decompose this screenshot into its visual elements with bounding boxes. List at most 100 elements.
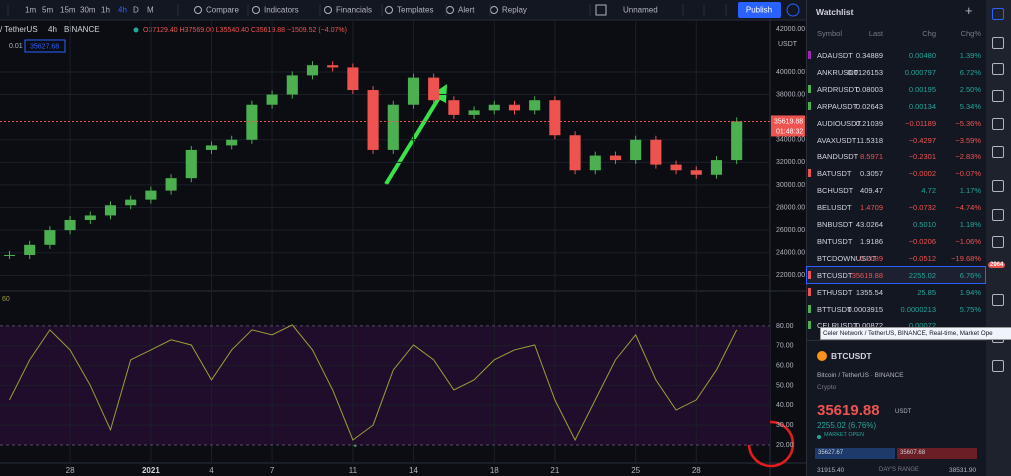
play-icon[interactable]: [786, 3, 800, 17]
column-header: Chg%: [960, 29, 981, 38]
layout-name[interactable]: Unnamed: [623, 6, 658, 15]
toolbar-button[interactable]: Indicators: [264, 6, 299, 15]
cell: BANDUSDT: [817, 152, 859, 162]
toolbar-button[interactable]: Replay: [502, 6, 527, 15]
cell: −1.06%: [955, 236, 981, 246]
cell: BNTUSDT: [817, 236, 853, 246]
cell: −0.0002: [908, 169, 936, 179]
candle: [508, 104, 521, 111]
candle: [630, 139, 642, 161]
toolbar-button[interactable]: Alert: [458, 6, 475, 15]
cell: ARDRUSDT: [817, 84, 859, 94]
y-tick-label: 80.00: [776, 323, 794, 330]
cell: 5.75%: [959, 304, 981, 314]
candle: [428, 77, 440, 101]
cell: BATUSDT: [817, 169, 852, 179]
sidebar-icon[interactable]: [992, 236, 1004, 248]
x-tick-label: 2021: [142, 466, 160, 475]
interval-button[interactable]: 5m: [42, 6, 53, 15]
button-icon: [194, 6, 202, 14]
toolbar-button[interactable]: Templates: [397, 6, 433, 15]
y-tick-label: 24000.00: [776, 250, 805, 257]
y-tick-label: 30000.00: [776, 182, 805, 189]
countdown: 01:48:32: [776, 128, 803, 135]
cell: 2.50%: [959, 84, 981, 94]
status-dot: [133, 27, 139, 33]
detail-change: 2255.02 (6.76%): [817, 421, 877, 430]
cell: BNBUSDT: [817, 220, 853, 229]
interval-button[interactable]: 4h: [118, 6, 127, 15]
bid-box: 35627.67: [815, 448, 895, 459]
row-flag: [808, 304, 811, 313]
cell: 0.00872: [855, 321, 883, 331]
cell: −0.4297: [908, 135, 936, 145]
cell: 0.000797: [904, 67, 936, 77]
watchlist: Watchlist + Symbol Last Chg Chg% ADAUSDT 0.3488…: [806, 0, 986, 476]
last-price-tag: [771, 115, 805, 137]
candle: [609, 155, 622, 161]
button-icon: [324, 6, 332, 14]
interval-button[interactable]: 1m: [25, 6, 36, 15]
cell: 0.5010: [913, 220, 936, 229]
cell: 0.00134: [908, 101, 936, 111]
x-tick-label: 18: [490, 466, 499, 475]
interval-button[interactable]: 15m: [60, 6, 76, 15]
sidebar-icon[interactable]: [992, 37, 1004, 49]
x-tick-label: 21: [550, 466, 559, 475]
cell: 1.39%: [959, 51, 981, 60]
candle: [327, 65, 339, 68]
column-header: Chg: [922, 29, 936, 38]
y-tick-label: 22000.00: [776, 272, 805, 279]
row-flag: [808, 169, 811, 178]
cell: 6.76%: [959, 270, 981, 280]
cell: −19.68%: [951, 253, 981, 263]
cell: 0.34889: [855, 51, 883, 60]
watchlist-title: Watchlist: [816, 7, 854, 17]
right-sidebar: 2964: [986, 0, 1011, 476]
cell: 11.5318: [856, 135, 883, 145]
sidebar-icon[interactable]: [992, 90, 1004, 102]
cell: 2255.02: [908, 270, 936, 280]
interval-button[interactable]: M: [147, 6, 154, 15]
interval-button[interactable]: D: [133, 6, 139, 15]
toolbar-button[interactable]: Compare: [206, 6, 239, 15]
toolbar-button[interactable]: Financials: [336, 6, 372, 15]
interval-button[interactable]: 1h: [101, 6, 110, 15]
sidebar-icon[interactable]: [992, 209, 1004, 221]
row-flag: [808, 321, 811, 330]
sidebar-icon[interactable]: [992, 360, 1004, 372]
candle: [670, 164, 682, 171]
sidebar-icon[interactable]: [992, 294, 1004, 306]
sidebar-icon[interactable]: [992, 118, 1004, 130]
price-input[interactable]: 35627.68: [30, 43, 59, 50]
y-tick-label: 60.00: [776, 362, 794, 369]
publish-button[interactable]: [738, 2, 781, 18]
sidebar-icon[interactable]: [992, 146, 1004, 158]
button-icon: [385, 6, 393, 14]
x-tick-label: 28: [692, 466, 701, 475]
cell: 25.85: [917, 287, 936, 297]
cell: ADAUSDT: [817, 51, 853, 60]
cell: 0.21039: [855, 118, 883, 128]
sidebar-icon[interactable]: [992, 8, 1004, 20]
sidebar-icon[interactable]: [992, 63, 1004, 75]
chart: Publish / TetherUS 4h BINANCE O37129.40 …: [0, 0, 806, 476]
cell: 0.00480: [908, 51, 936, 60]
detail-separator: [807, 340, 986, 341]
step-input[interactable]: 0.01: [9, 43, 23, 50]
cell: 0.00072: [908, 321, 936, 331]
candle: [226, 139, 238, 146]
candle: [690, 170, 702, 175]
interval-button[interactable]: 30m: [80, 6, 96, 15]
add-button[interactable]: +: [965, 3, 973, 18]
cell: −0.2301: [908, 152, 936, 162]
sidebar-icon[interactable]: [992, 180, 1004, 192]
watchlist-row[interactable]: [806, 265, 986, 284]
cell: 1.94%: [959, 287, 981, 297]
y-tick-label: 30.00: [776, 422, 794, 429]
detail-currency: USDT: [895, 409, 912, 415]
price-input-box[interactable]: [24, 39, 66, 53]
x-tick-label: 7: [270, 466, 275, 475]
range-label: DAY'S RANGE: [879, 467, 920, 473]
